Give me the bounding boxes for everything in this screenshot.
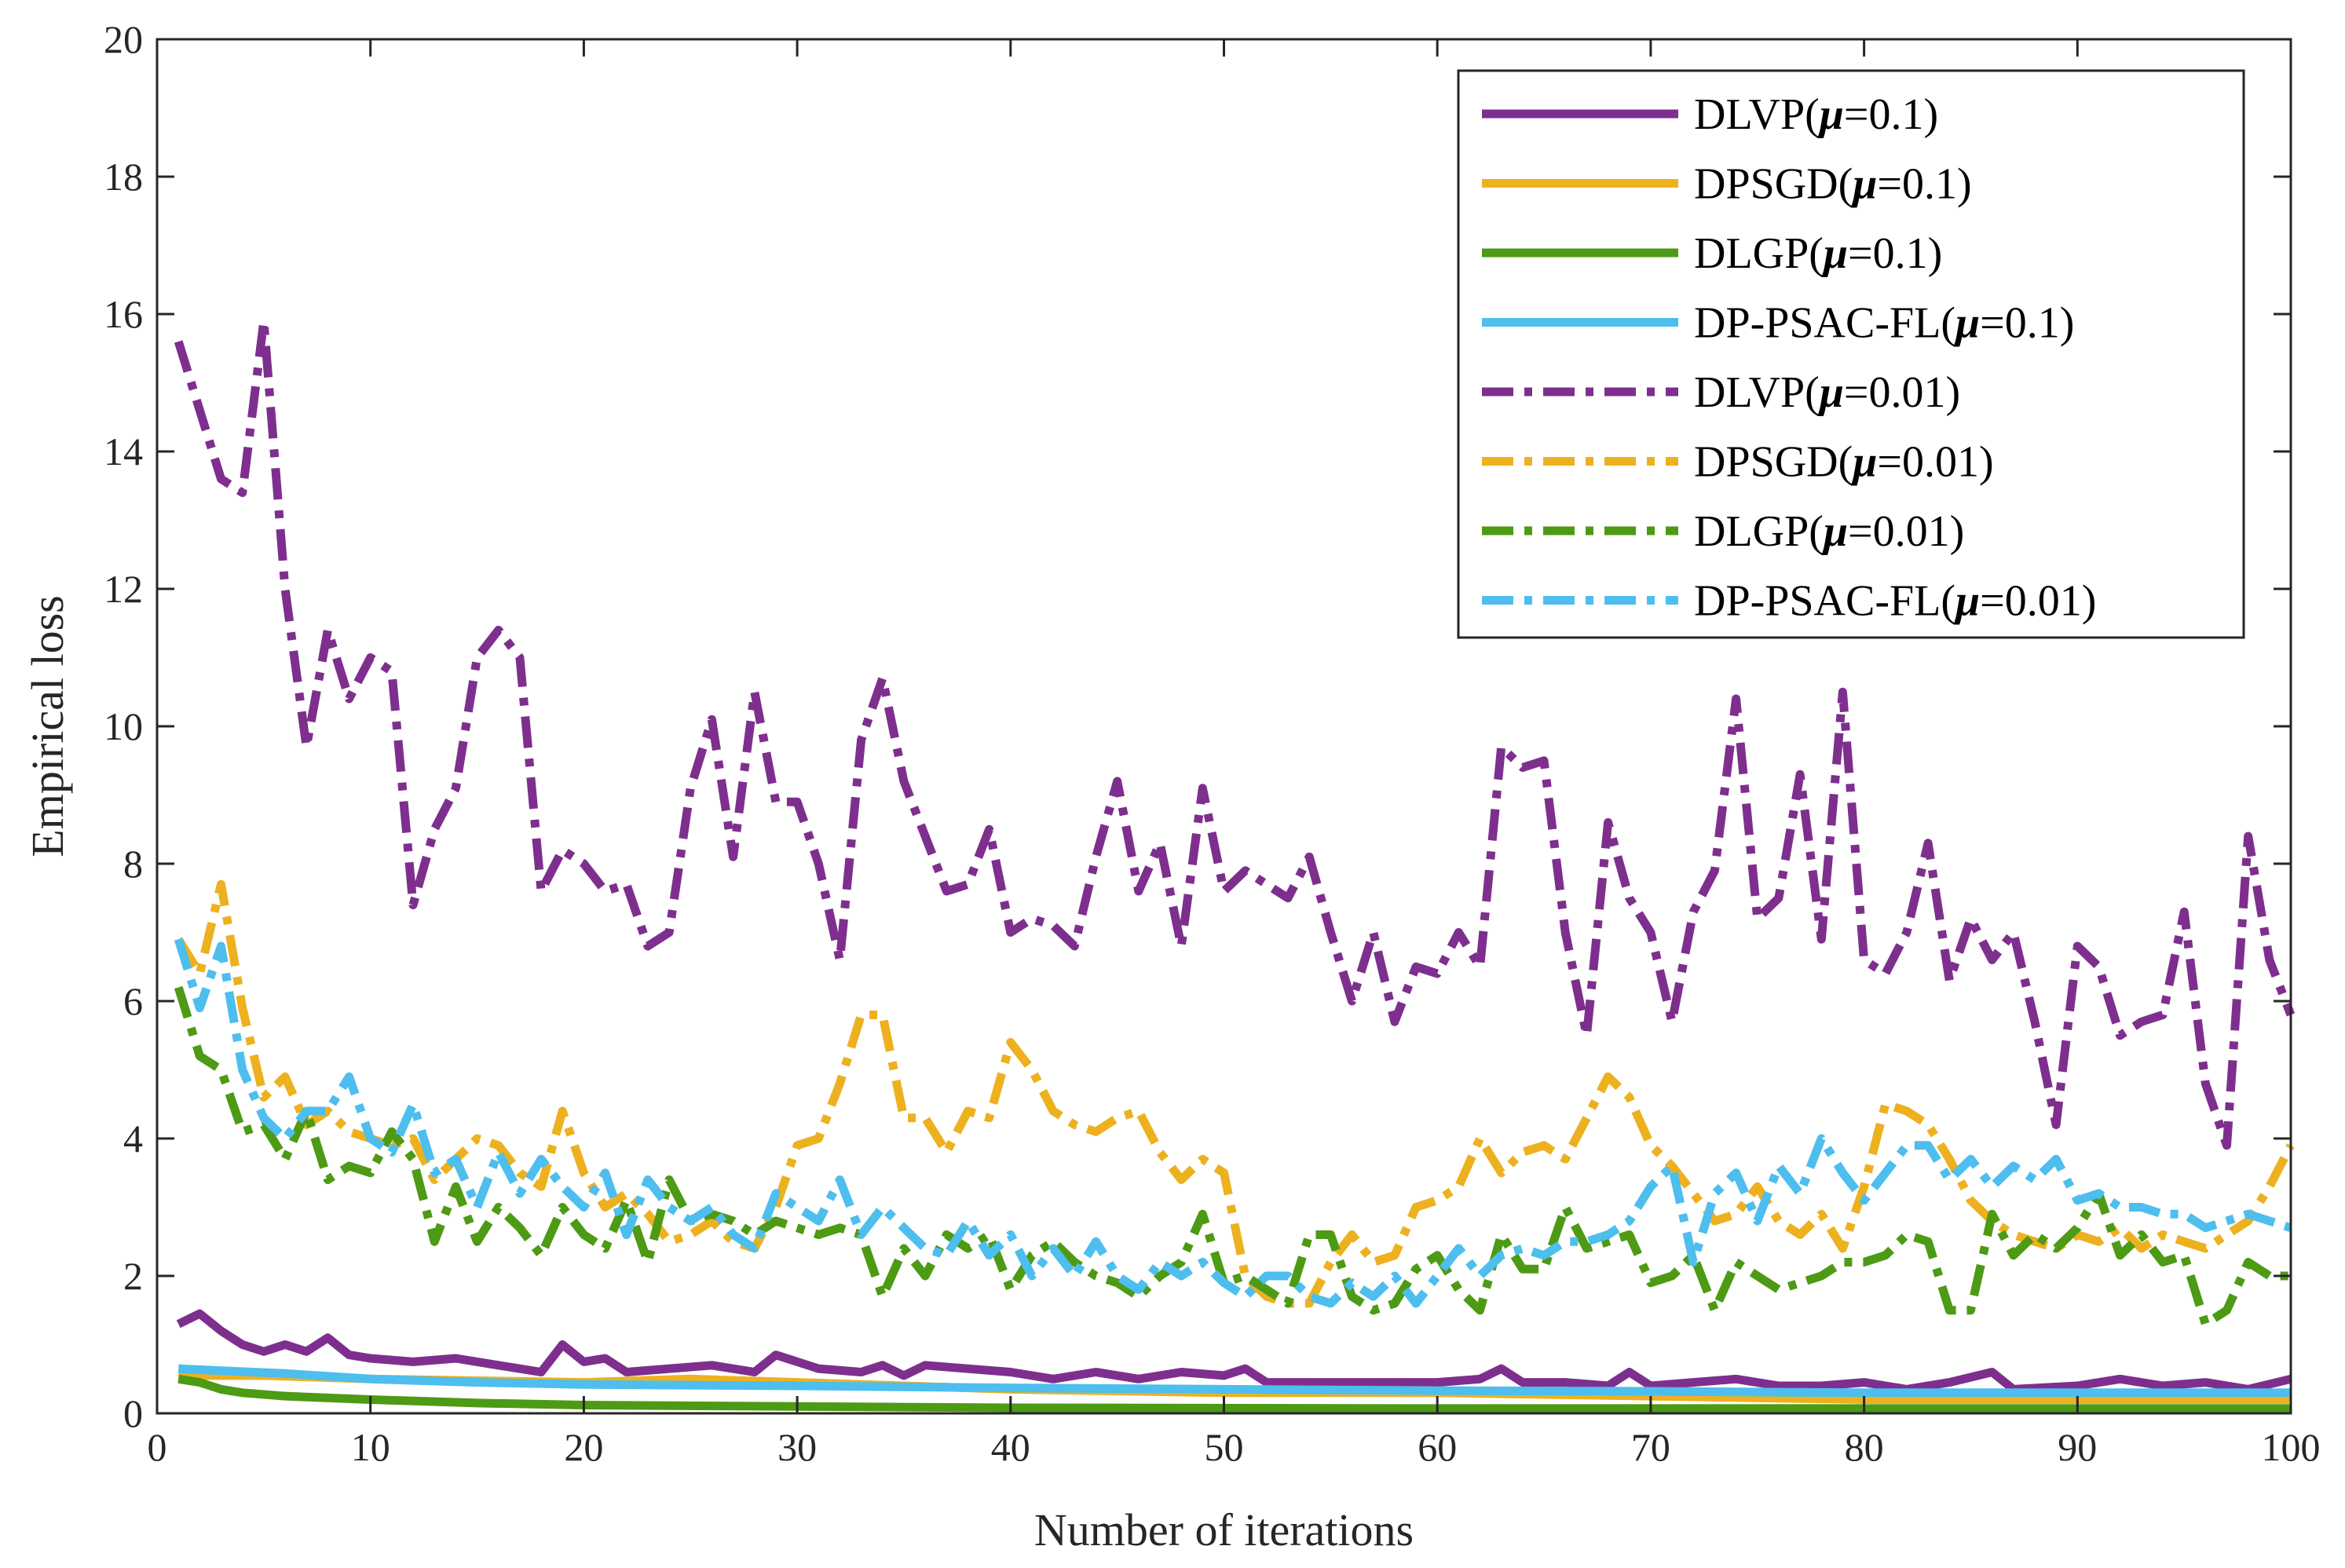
y-tick-label: 4 xyxy=(123,1117,143,1160)
series-line-5 xyxy=(174,879,2295,1308)
legend-label-mu: μ xyxy=(1953,299,1980,348)
legend-label-value: =0.1) xyxy=(1877,160,1971,209)
legend-label-prefix: DP-PSAC-FL( xyxy=(1694,299,1955,348)
legend-label-prefix: DLVP( xyxy=(1694,368,1820,417)
ticks-layer: 0 10 20 30 40 50 60 70 80 90 100 0 2 4 6 8 10 12 14 16 18 20 xyxy=(104,17,2321,1469)
legend-label: DP-PSAC-FL(μ=0.01) xyxy=(1694,577,2096,626)
y-tick-label: 0 xyxy=(123,1391,143,1435)
series-layer xyxy=(174,316,2296,1413)
y-tick-label: 12 xyxy=(104,567,143,611)
x-tick-label: 40 xyxy=(991,1425,1030,1469)
x-axis-label: Number of iterations xyxy=(1034,1504,1414,1555)
legend-label: DLVP(μ=0.1) xyxy=(1694,90,1938,139)
x-tick-label: 80 xyxy=(1845,1425,1884,1469)
legend-label-mu: μ xyxy=(1821,507,1848,556)
legend-label-value: =0.01) xyxy=(1980,577,2096,626)
y-tick-label: 16 xyxy=(104,292,143,336)
series-line-7 xyxy=(174,938,2292,1308)
y-axis-label: Empirical loss xyxy=(22,595,73,857)
x-tick-label: 70 xyxy=(1631,1425,1670,1469)
legend-label-value: =0.1) xyxy=(1980,299,2074,348)
legend-label: DPSGD(μ=0.1) xyxy=(1694,160,1972,209)
y-tick-label: 2 xyxy=(123,1254,143,1298)
legend-label-value: =0.1) xyxy=(1848,229,1942,278)
legend-label-prefix: DLVP( xyxy=(1694,90,1820,139)
x-tick-label: 60 xyxy=(1418,1425,1457,1469)
legend-label: DLGP(μ=0.01) xyxy=(1694,507,1964,556)
y-tick-label: 8 xyxy=(123,842,143,886)
legend-label-value: =0.1) xyxy=(1844,90,1938,139)
legend-label-mu: μ xyxy=(1850,160,1877,209)
legend-label: DPSGD(μ=0.01) xyxy=(1694,438,1994,487)
legend-box xyxy=(1457,69,2245,639)
legend-label: DP-PSAC-FL(μ=0.1) xyxy=(1694,299,2074,348)
legend-label-mu: μ xyxy=(1817,90,1844,139)
x-tick-label: 10 xyxy=(351,1425,390,1469)
legend-label-mu: μ xyxy=(1850,438,1877,487)
legend-label-value: =0.01) xyxy=(1844,368,1960,417)
legend-label: DLGP(μ=0.1) xyxy=(1694,229,1942,278)
y-tick-label: 14 xyxy=(104,429,143,473)
x-tick-label: 0 xyxy=(148,1425,167,1469)
y-tick-label: 10 xyxy=(104,704,143,748)
x-tick-label: 20 xyxy=(564,1425,603,1469)
legend-label-prefix: DPSGD( xyxy=(1694,160,1853,209)
legend-label: DLVP(μ=0.01) xyxy=(1694,368,1960,417)
y-tick-label: 18 xyxy=(104,155,143,199)
legend-label-prefix: DLGP( xyxy=(1694,229,1824,278)
y-tick-label: 6 xyxy=(123,979,143,1023)
legend-label-prefix: DLGP( xyxy=(1694,507,1824,556)
y-tick-label: 20 xyxy=(104,17,143,61)
series-line-6 xyxy=(174,985,2291,1329)
legend-label-value: =0.01) xyxy=(1848,507,1964,556)
legend-label-mu: μ xyxy=(1953,577,1980,626)
x-tick-label: 30 xyxy=(777,1425,817,1469)
legend-label-prefix: DPSGD( xyxy=(1694,438,1853,487)
series-line-4 xyxy=(174,316,2296,1150)
series-line-3 xyxy=(177,1364,2291,1398)
legend-label-mu: μ xyxy=(1821,229,1848,278)
legend-label-mu: μ xyxy=(1817,368,1844,417)
x-tick-label: 90 xyxy=(2058,1425,2097,1469)
series-line-0 xyxy=(176,1309,2292,1394)
legend-label-prefix: DP-PSAC-FL( xyxy=(1694,577,1955,626)
legend-label-value: =0.01) xyxy=(1877,438,1993,487)
x-tick-label: 50 xyxy=(1205,1425,1244,1469)
x-tick-label: 100 xyxy=(2262,1425,2321,1469)
legend: DLVP(μ=0.1)DPSGD(μ=0.1)DLGP(μ=0.1)DP-PSA… xyxy=(1457,69,2245,639)
